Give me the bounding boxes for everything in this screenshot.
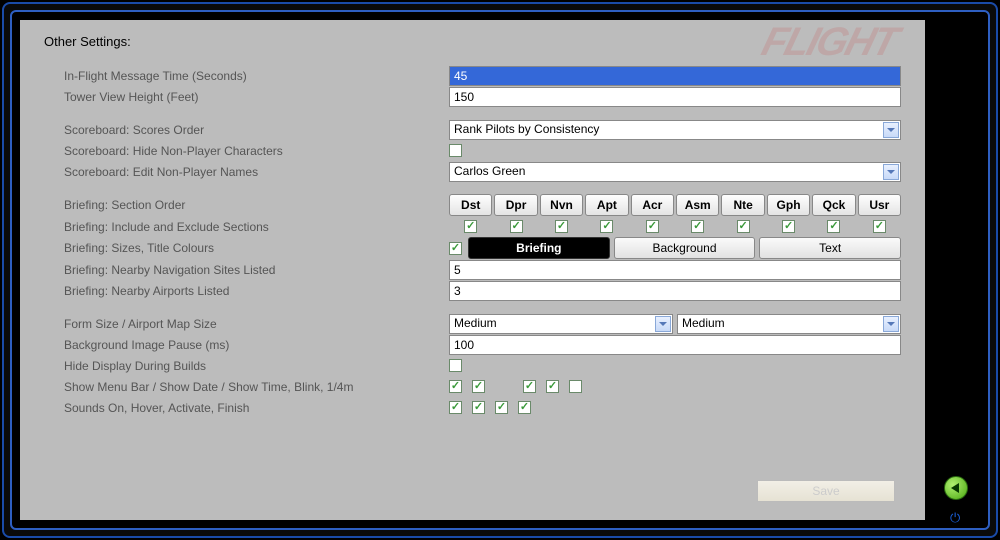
checkbox-include-acr[interactable]: [646, 220, 659, 233]
section-btn-qck[interactable]: Qck: [812, 194, 855, 216]
label-hide-npc: Scoreboard: Hide Non-Player Characters: [64, 142, 449, 160]
section-btn-apt[interactable]: Apt: [585, 194, 628, 216]
input-tower-height[interactable]: [449, 87, 901, 107]
checkbox-include-usr[interactable]: [873, 220, 886, 233]
checkbox-menu-0[interactable]: [449, 380, 462, 393]
label-airports: Briefing: Nearby Airports Listed: [64, 282, 449, 300]
label-sounds: Sounds On, Hover, Activate, Finish: [64, 399, 449, 417]
checkbox-include-qck[interactable]: [827, 220, 840, 233]
checkbox-sound-1[interactable]: [472, 401, 485, 414]
label-nav-sites: Briefing: Nearby Navigation Sites Listed: [64, 261, 449, 279]
checkbox-include-gph[interactable]: [782, 220, 795, 233]
label-scores-order: Scoreboard: Scores Order: [64, 121, 449, 139]
checkbox-menu-1[interactable]: [472, 380, 485, 393]
checkbox-include-dpr[interactable]: [510, 220, 523, 233]
label-include-exclude: Briefing: Include and Exclude Sections: [64, 218, 449, 236]
label-section-order: Briefing: Section Order: [64, 196, 449, 214]
label-bg-pause: Background Image Pause (ms): [64, 336, 449, 354]
section-btn-dpr[interactable]: Dpr: [494, 194, 537, 216]
section-btn-acr[interactable]: Acr: [631, 194, 674, 216]
checkbox-include-nvn[interactable]: [555, 220, 568, 233]
section-btn-gph[interactable]: Gph: [767, 194, 810, 216]
checkbox-hide-builds[interactable]: [449, 359, 462, 372]
tab-background[interactable]: Background: [614, 237, 756, 259]
section-btn-nvn[interactable]: Nvn: [540, 194, 583, 216]
input-nav-sites[interactable]: [449, 260, 901, 280]
checkbox-include-apt[interactable]: [600, 220, 613, 233]
label-sizes-colours: Briefing: Sizes, Title Colours: [64, 239, 449, 257]
settings-panel: FLIGHT Other Settings: In-Flight Message…: [20, 20, 925, 520]
input-airports[interactable]: [449, 281, 901, 301]
label-form-size: Form Size / Airport Map Size: [64, 315, 449, 333]
checkbox-sound-3[interactable]: [518, 401, 531, 414]
back-button[interactable]: [944, 476, 968, 500]
input-msg-time[interactable]: [449, 66, 901, 86]
input-bg-pause[interactable]: [449, 335, 901, 355]
section-btn-asm[interactable]: Asm: [676, 194, 719, 216]
checkbox-sizes-lead[interactable]: [449, 242, 462, 255]
checkbox-include-dst[interactable]: [464, 220, 477, 233]
section-btn-usr[interactable]: Usr: [858, 194, 901, 216]
save-button[interactable]: Save: [757, 480, 895, 502]
power-icon[interactable]: ⏻: [950, 510, 962, 522]
checkbox-sound-2[interactable]: [495, 401, 508, 414]
section-btn-nte[interactable]: Nte: [721, 194, 764, 216]
checkbox-hide-npc[interactable]: [449, 144, 462, 157]
checkbox-include-asm[interactable]: [691, 220, 704, 233]
select-npc-name[interactable]: Carlos Green: [449, 162, 901, 182]
label-menu-bar: Show Menu Bar / Show Date / Show Time, B…: [64, 378, 449, 396]
label-edit-npc: Scoreboard: Edit Non-Player Names: [64, 163, 449, 181]
select-form-size[interactable]: Medium: [449, 314, 673, 334]
label-tower-height: Tower View Height (Feet): [64, 88, 449, 106]
label-msg-time: In-Flight Message Time (Seconds): [64, 67, 449, 85]
checkbox-sound-0[interactable]: [449, 401, 462, 414]
select-scores-order[interactable]: Rank Pilots by Consistency: [449, 120, 901, 140]
checkbox-menu-3[interactable]: [523, 380, 536, 393]
section-title: Other Settings:: [44, 34, 901, 49]
checkbox-include-nte[interactable]: [737, 220, 750, 233]
section-btn-dst[interactable]: Dst: [449, 194, 492, 216]
checkbox-menu-4[interactable]: [546, 380, 559, 393]
select-map-size[interactable]: Medium: [677, 314, 901, 334]
tab-text[interactable]: Text: [759, 237, 901, 259]
checkbox-menu-5[interactable]: [569, 380, 582, 393]
label-hide-builds: Hide Display During Builds: [64, 357, 449, 375]
tab-briefing[interactable]: Briefing: [468, 237, 610, 259]
